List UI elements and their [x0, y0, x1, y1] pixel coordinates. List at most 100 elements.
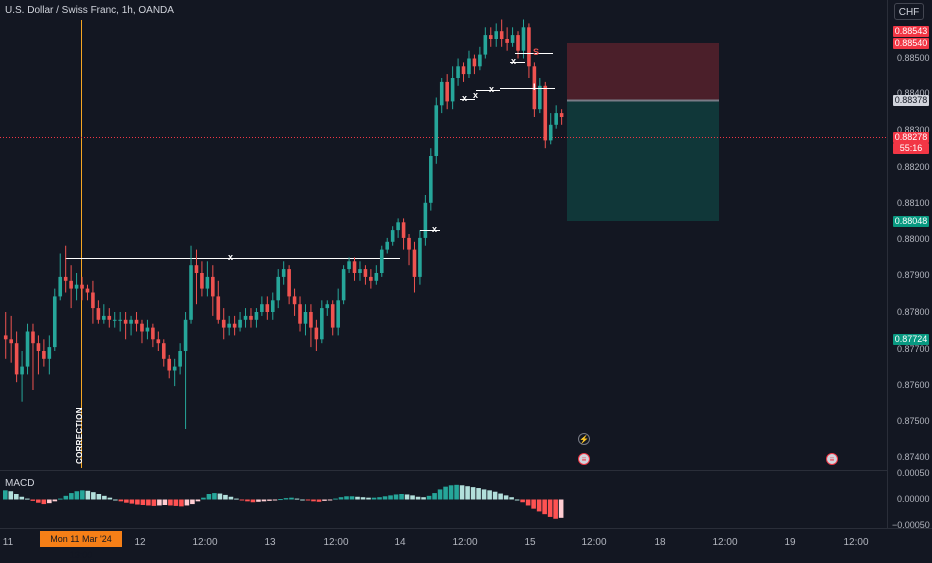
macd-bar: [465, 486, 470, 500]
correction-label[interactable]: CORRECTION: [75, 407, 84, 464]
candle-body: [516, 35, 520, 51]
candle-body: [31, 331, 35, 344]
candle-body: [36, 343, 41, 351]
macd-bar: [146, 499, 151, 506]
macd-bar: [250, 499, 256, 503]
chart-canvas[interactable]: [0, 0, 932, 550]
macd-bar: [261, 499, 267, 502]
macd-bar: [201, 497, 206, 500]
price-axis-label: 0.88500: [897, 53, 930, 63]
candle-body: [369, 276, 373, 281]
macd-bar: [283, 498, 289, 500]
range-mark: x: [228, 252, 234, 262]
candle-body: [112, 319, 117, 321]
price-axis-label: 0.87400: [897, 452, 930, 462]
time-axis-label: 15: [524, 537, 536, 548]
macd-bar: [157, 499, 162, 506]
candle-body: [472, 58, 477, 67]
lightning-icon[interactable]: ⚡: [578, 433, 590, 445]
macd-bar: [80, 490, 85, 500]
candle-body: [276, 276, 281, 301]
range-mark: I: [533, 82, 536, 92]
stop-loss-tag[interactable]: 0.88543: [893, 26, 929, 37]
candle-body: [91, 292, 95, 309]
macd-bar: [234, 498, 239, 500]
candle-body: [532, 66, 537, 110]
us-flag-icon[interactable]: ≡: [578, 453, 590, 465]
macd-bar: [399, 494, 404, 500]
price-axis-label: 0.88400: [897, 88, 930, 98]
candle-body: [374, 273, 379, 281]
macd-bar: [558, 499, 564, 518]
macd-bar: [278, 499, 283, 501]
range-mark: x: [489, 84, 495, 94]
macd-bar: [239, 499, 245, 501]
us-flag-icon[interactable]: ≡: [826, 453, 838, 465]
candle-body: [483, 35, 488, 55]
candle-body: [102, 315, 106, 320]
macd-bar: [410, 495, 415, 500]
time-axis-label: 12:00: [452, 537, 478, 548]
candle-body: [74, 284, 79, 289]
macd-bar: [3, 490, 8, 500]
macd-bar: [173, 499, 179, 506]
candle-body: [145, 327, 150, 332]
price-axis-label: 0.87900: [897, 270, 930, 280]
candle-body: [58, 276, 63, 297]
candle-body: [243, 315, 248, 320]
macd-bar: [481, 489, 487, 500]
macd-bar: [311, 499, 316, 502]
currency-button[interactable]: CHF: [894, 3, 924, 20]
take-profit-price-tag[interactable]: 0.88048: [893, 216, 929, 227]
candle-body: [467, 58, 471, 75]
macd-bar: [272, 499, 278, 501]
macd-bar: [459, 485, 465, 500]
candle-body: [156, 339, 161, 344]
candle-body: [123, 319, 128, 324]
symbol-title[interactable]: U.S. Dollar / Swiss Franc, 1h, OANDA: [5, 5, 174, 16]
macd-bar: [289, 497, 294, 500]
candle-body: [238, 319, 242, 328]
candle-body: [227, 323, 231, 328]
candle-body: [260, 304, 264, 312]
candle-body: [52, 296, 57, 348]
candles-group: [3, 19, 564, 429]
macd-bar: [179, 499, 184, 507]
macd-bar: [498, 493, 503, 500]
macd-label[interactable]: MACD: [5, 478, 35, 489]
entry-price-tag[interactable]: 0.88378: [893, 95, 929, 106]
range-mark: x: [511, 56, 517, 66]
candle-body: [418, 237, 422, 277]
candle-body: [385, 241, 390, 250]
price-axis-label: 0.88300: [897, 125, 930, 135]
macd-bar: [162, 499, 168, 505]
candle-body: [461, 66, 466, 75]
macd-bar: [476, 488, 481, 500]
macd-bar: [124, 499, 129, 503]
time-axis-label: 12: [134, 537, 146, 548]
lower-price-tag[interactable]: 0.87724: [893, 334, 929, 345]
range-mark: S: [533, 47, 540, 57]
stop-loss-zone[interactable]: [567, 43, 719, 100]
candle-body: [379, 249, 384, 273]
annotation-marks[interactable]: [420, 53, 555, 231]
macd-bar: [492, 491, 498, 500]
candle-body: [390, 230, 395, 242]
candle-body: [9, 339, 13, 344]
range-mark: x: [473, 90, 479, 100]
macd-bar: [333, 498, 338, 500]
macd-bar: [184, 499, 190, 506]
macd-bar: [448, 485, 454, 500]
candle-body: [118, 319, 122, 321]
macd-bar: [371, 497, 377, 500]
stop-loss-price-tag[interactable]: 0.88540: [893, 38, 929, 49]
candle-body: [363, 269, 368, 277]
macd-bar: [344, 496, 349, 500]
macd-bar: [366, 497, 371, 500]
take-profit-zone[interactable]: [567, 100, 719, 221]
candle-body: [320, 308, 324, 340]
macd-bar: [294, 498, 300, 500]
candle-body: [488, 35, 493, 39]
range-mark: x: [432, 224, 438, 234]
candle-body: [298, 304, 302, 324]
